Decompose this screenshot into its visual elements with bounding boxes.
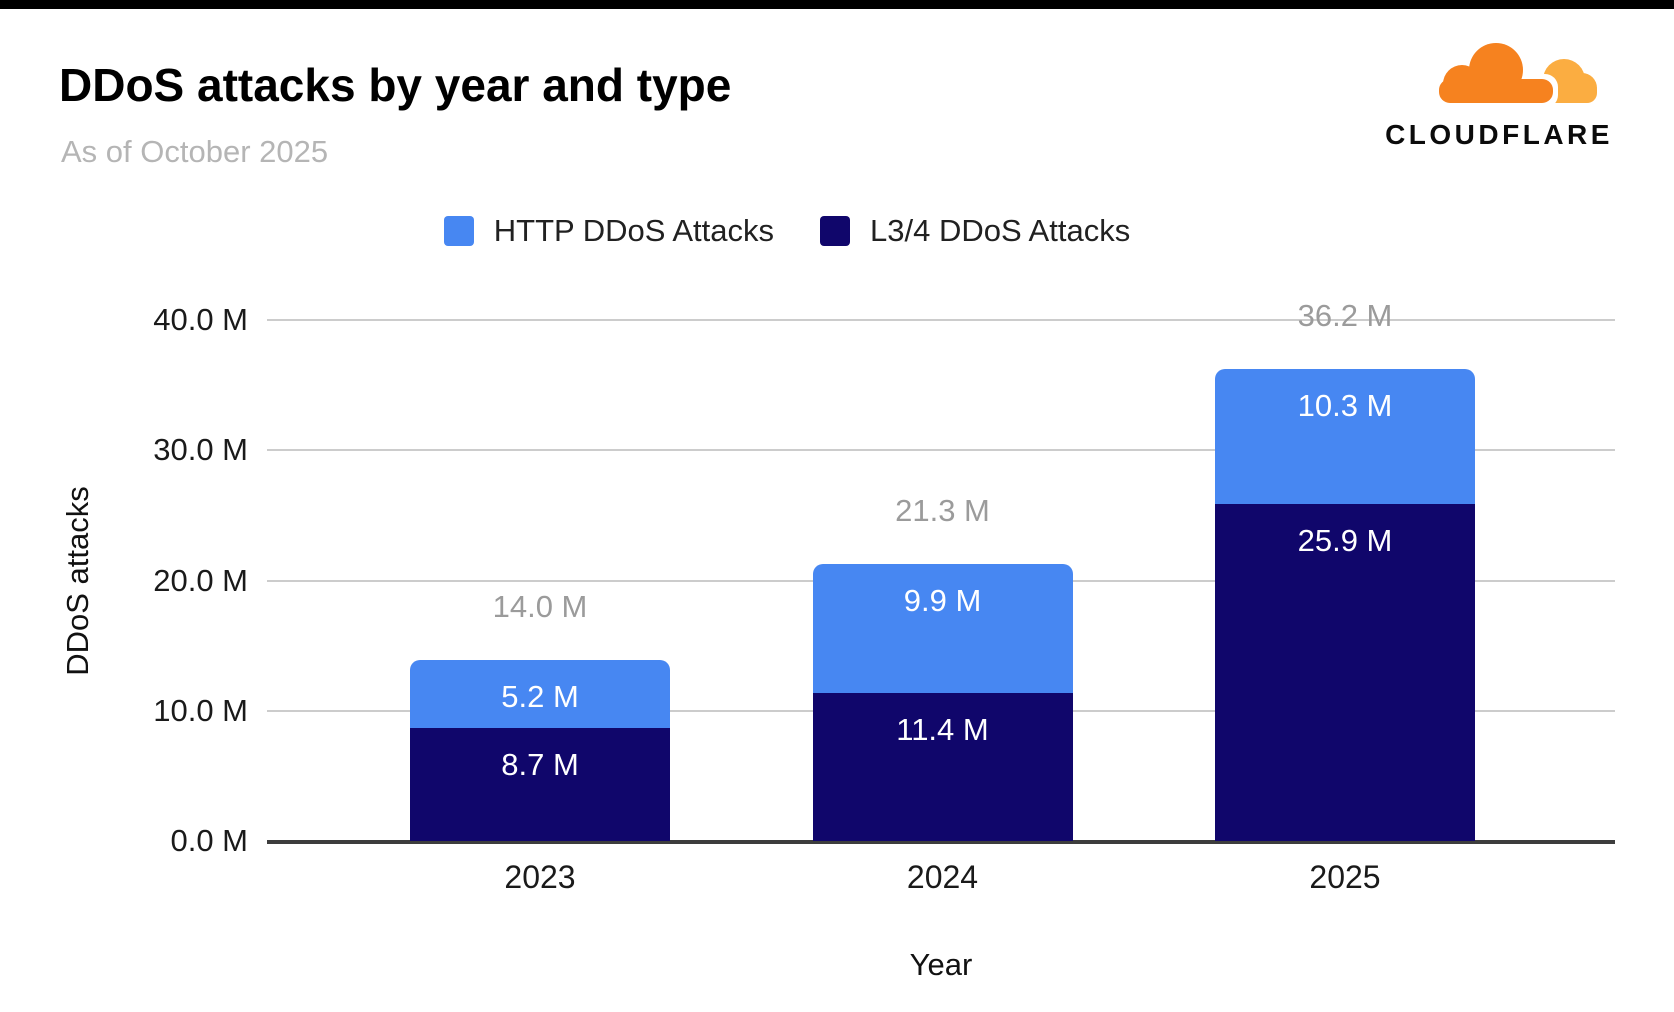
total-value-label: 36.2 M [1297, 298, 1393, 334]
segment-value-label: 11.4 M [896, 711, 989, 747]
bar-segment-2025-l34 [1215, 503, 1475, 841]
bar-segment-2024-http [812, 563, 1073, 693]
chart-subtitle: As of October 2025 [61, 134, 329, 169]
legend-swatch-icon [443, 216, 474, 246]
segment-value-label: 9.9 M [903, 582, 982, 618]
legend-swatch-icon [820, 216, 851, 246]
segment-value-label: 5.2 M [501, 678, 579, 714]
y-axis-title: DDoS attacks [60, 486, 95, 676]
chart-legend: HTTP DDoS Attacks L3/4 DDoS Attacks [0, 213, 1674, 249]
gridline [267, 449, 1615, 452]
y-tick-label: 20.0 M [153, 562, 248, 598]
y-tick-label: 30.0 M [153, 432, 248, 468]
gridline [267, 319, 1615, 321]
y-tick-label: 0.0 M [170, 823, 248, 858]
cloudflare-logo: CLOUDFLARE [1378, 34, 1620, 151]
bar-segment-2023-l34 [410, 727, 670, 841]
legend-label: HTTP DDoS Attacks [493, 213, 775, 248]
top-black-bar [0, 0, 1674, 9]
legend-item-l34-ddos: L3/4 DDoS Attacks [820, 213, 1130, 249]
y-tick-label: 40.0 M [153, 302, 248, 337]
cloudflare-cloud-icon [1434, 38, 1597, 108]
cloudflare-logo-text: CLOUDFLARE [1385, 119, 1613, 150]
segment-value-label: 10.3 M [1297, 388, 1393, 424]
x-axis-title: Year [909, 947, 973, 982]
bar-segment-2023-http [410, 659, 670, 728]
chart-title: DDoS attacks by year and type [59, 59, 732, 111]
x-tick-label: 2023 [504, 859, 576, 895]
x-tick-label: 2024 [906, 859, 979, 895]
total-value-label: 21.3 M [895, 492, 990, 528]
legend-label: L3/4 DDoS Attacks [870, 213, 1131, 248]
total-value-label: 14.0 M [492, 588, 588, 624]
segment-value-label: 25.9 M [1297, 522, 1393, 558]
segment-value-label: 8.7 M [501, 746, 579, 782]
x-tick-label: 2025 [1309, 859, 1381, 895]
bar-segment-2024-l34 [812, 692, 1073, 841]
bar-segment-2025-http [1215, 369, 1475, 504]
legend-item-http-ddos: HTTP DDoS Attacks [443, 213, 775, 249]
y-tick-label: 10.0 M [153, 692, 248, 728]
x-axis-line [267, 840, 1615, 844]
